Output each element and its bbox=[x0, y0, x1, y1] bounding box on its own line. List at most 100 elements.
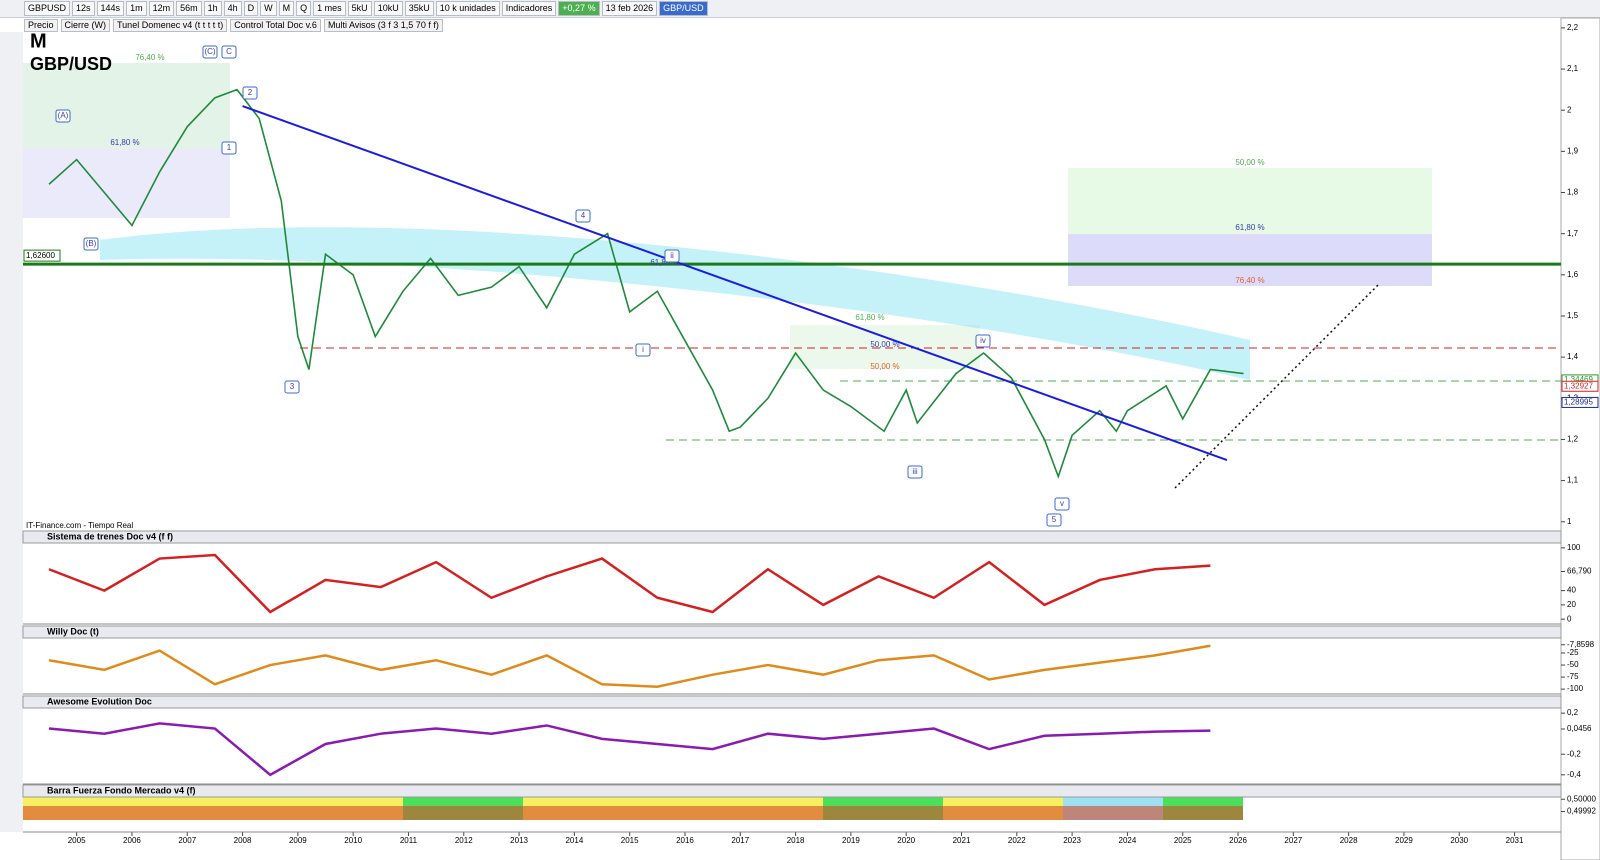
y-tick-label: -75 bbox=[1567, 672, 1579, 681]
fib-label: 50,00 % bbox=[1235, 158, 1264, 167]
x-tick-label: 2022 bbox=[1008, 836, 1026, 845]
fib-label: 76,40 % bbox=[135, 53, 164, 62]
interval-button[interactable]: W bbox=[260, 1, 277, 16]
source: IT-Finance.com - Tiempo Real bbox=[26, 521, 133, 530]
panel-header bbox=[22, 625, 1562, 639]
y-tick-label: 100 bbox=[1567, 543, 1581, 552]
interval-button[interactable]: 1m bbox=[126, 1, 147, 16]
wave-label-box bbox=[202, 45, 218, 59]
fib-label: 50,00 % bbox=[870, 362, 899, 371]
x-tick-label: 2014 bbox=[565, 836, 583, 845]
interval-button[interactable]: 4h bbox=[223, 1, 242, 16]
wave-label: 2 bbox=[248, 88, 253, 97]
wave-label: (B) bbox=[86, 239, 97, 248]
y-tick-label: 0,50000 bbox=[1567, 794, 1596, 803]
interval-button[interactable]: M bbox=[278, 1, 295, 16]
wave-label: 1 bbox=[227, 143, 232, 152]
x-tick-label: 2015 bbox=[621, 836, 639, 845]
y-tick-label: 2 bbox=[1567, 105, 1572, 114]
indicator-tag[interactable]: Multi Avisos (3 f 3 1,5 70 f f) bbox=[323, 18, 443, 32]
indicator-tag[interactable]: Precio bbox=[24, 18, 58, 32]
y-tick-label: 1,7 bbox=[1567, 229, 1579, 238]
x-tick-label: 2031 bbox=[1506, 836, 1524, 845]
x-tick-label: 2011 bbox=[400, 836, 418, 845]
wave-label-box bbox=[664, 249, 680, 263]
interval-button[interactable]: 12s bbox=[72, 1, 95, 16]
panel-header bbox=[22, 695, 1562, 709]
fib-box bbox=[790, 325, 980, 369]
x-tick-label: 2009 bbox=[289, 836, 307, 845]
y-tick-label: 1,9 bbox=[1567, 146, 1579, 155]
y-tick-label: 40 bbox=[1567, 586, 1576, 595]
y-tick-label: 2,1 bbox=[1567, 64, 1579, 73]
wave-label-box bbox=[575, 209, 591, 223]
interval-button[interactable]: 144s bbox=[96, 1, 125, 16]
interval-button[interactable]: D bbox=[243, 1, 259, 16]
oscillator-line bbox=[48, 553, 1211, 614]
y-tick-label: 0,0456 bbox=[1567, 724, 1592, 733]
units-button[interactable]: 5kU bbox=[347, 1, 372, 16]
fib-box bbox=[1068, 168, 1432, 234]
wave-label-box bbox=[242, 86, 258, 100]
instrument-badge: GBP/USD bbox=[659, 1, 708, 16]
wave-label-box bbox=[284, 380, 300, 394]
legend-bar: Precio Cierre (W) Tunel Domenec v4 (t t t … bbox=[24, 18, 443, 32]
y-tick-label: 2,2 bbox=[1567, 23, 1579, 32]
timeframe: M bbox=[30, 30, 47, 52]
x-tick-label: 2007 bbox=[178, 836, 196, 845]
units-button[interactable]: 35kU bbox=[404, 1, 434, 16]
tool-column bbox=[0, 32, 23, 832]
y-tick-label: 1,8 bbox=[1567, 188, 1579, 197]
x-tick-label: 2008 bbox=[234, 836, 252, 845]
x-tick-label: 2023 bbox=[1063, 836, 1081, 845]
interval-button[interactable]: 1h bbox=[203, 1, 222, 16]
indicator-tag[interactable]: Cierre (W) bbox=[60, 18, 111, 32]
y-tick-label: 1,4 bbox=[1567, 352, 1579, 361]
fib-label: 61,80 % bbox=[1235, 223, 1264, 232]
period-select[interactable]: 1 mes bbox=[313, 1, 346, 16]
change-badge: +0,27 % bbox=[558, 1, 600, 16]
panel-header bbox=[22, 530, 1562, 544]
price-label: 1,34469 bbox=[1564, 375, 1593, 384]
x-tick-label: 2021 bbox=[953, 836, 971, 845]
interval-button[interactable]: Q bbox=[296, 1, 312, 16]
projection-arrow bbox=[1174, 284, 1379, 489]
wave-label-box bbox=[55, 109, 71, 123]
fib-label: 76,40 % bbox=[1235, 276, 1264, 285]
y-tick-label: -7,8598 bbox=[1567, 640, 1595, 649]
price-label: 1,32927 bbox=[1564, 381, 1593, 390]
interval-button[interactable]: 56m bbox=[176, 1, 202, 16]
wave-label-box bbox=[635, 343, 651, 357]
x-tick-label: 2005 bbox=[68, 836, 86, 845]
x-tick-label: 2016 bbox=[676, 836, 694, 845]
symbol-select[interactable]: GBPUSD bbox=[24, 1, 71, 16]
wave-label: (A) bbox=[58, 111, 69, 120]
level-label-box bbox=[23, 249, 61, 262]
x-tick-label: 2030 bbox=[1450, 836, 1468, 845]
x-tick-label: 2028 bbox=[1340, 836, 1358, 845]
indicators-button[interactable]: Indicadores bbox=[501, 1, 557, 16]
wave-label: iii bbox=[912, 467, 918, 476]
interval-button[interactable]: 12m bbox=[148, 1, 175, 16]
wave-label: iv bbox=[980, 336, 986, 345]
fib-box bbox=[23, 63, 230, 149]
y-tick-label: 1,5 bbox=[1567, 311, 1579, 320]
indicator-tag[interactable]: Control Total Doc v.6 bbox=[230, 18, 321, 32]
trendline bbox=[242, 105, 1228, 461]
indicator-tag[interactable]: Tunel Domenec v4 (t t t t t) bbox=[113, 18, 228, 32]
x-tick-label: 2024 bbox=[1119, 836, 1137, 845]
y-tick-label: 0 bbox=[1567, 614, 1572, 623]
y-tick-label: -50 bbox=[1567, 660, 1579, 669]
wave-label-box bbox=[83, 237, 99, 251]
wave-label-box bbox=[1046, 513, 1062, 527]
x-tick-label: 2029 bbox=[1395, 836, 1413, 845]
panel-header bbox=[22, 784, 1562, 798]
toolbar: GBPUSD 12s 144s 1m 12m 56m 1h 4h D W M Q 1 mes 5kU 10k… bbox=[0, 0, 1600, 18]
x-tick-label: 2026 bbox=[1229, 836, 1247, 845]
units-select[interactable]: 10 k unidades bbox=[435, 1, 500, 16]
date-label: 13 feb 2026 bbox=[601, 1, 658, 16]
x-tick-label: 2013 bbox=[510, 836, 528, 845]
y-tick-label: 1,1 bbox=[1567, 476, 1579, 485]
units-button[interactable]: 10kU bbox=[373, 1, 403, 16]
